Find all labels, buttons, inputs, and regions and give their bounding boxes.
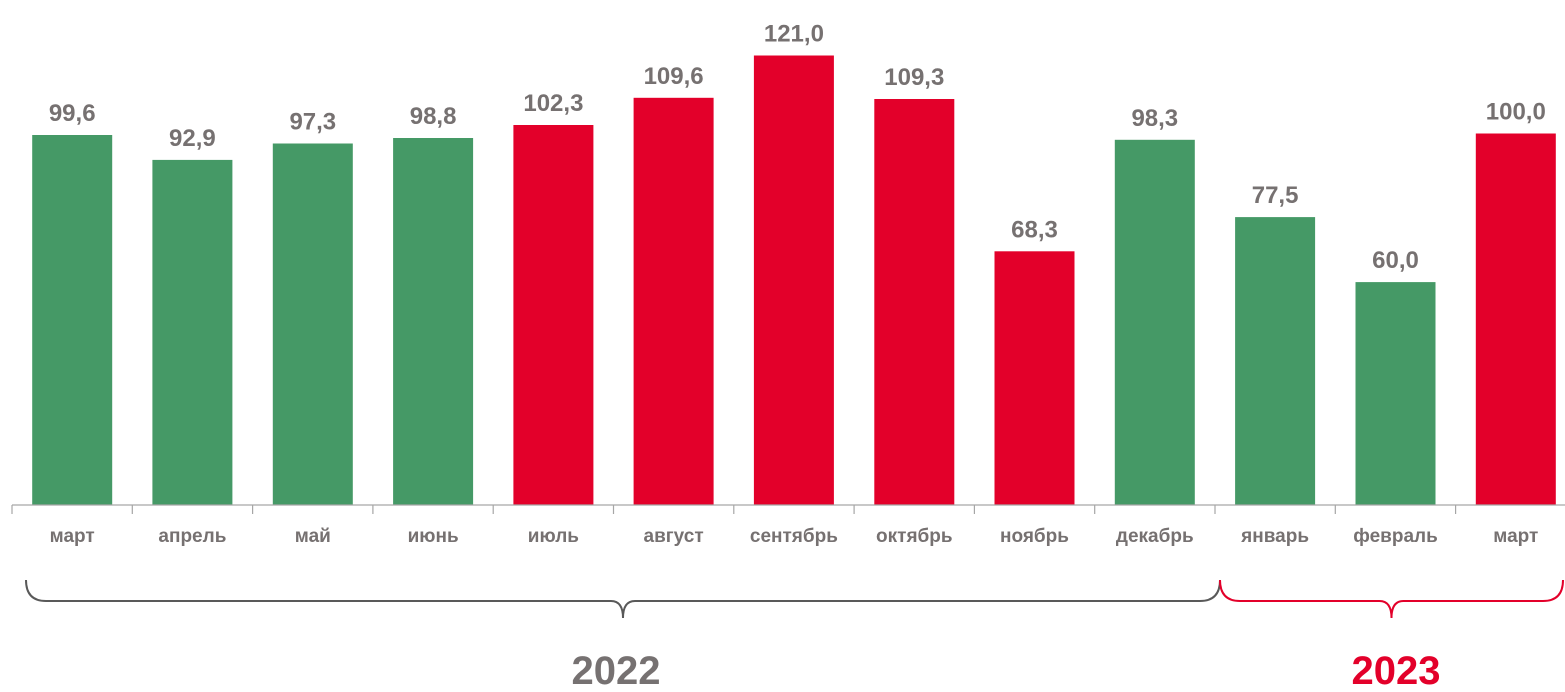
category-label-2: апрель <box>158 526 226 547</box>
value-label-1: 99,6 <box>49 100 96 127</box>
bar-11 <box>1235 217 1316 505</box>
year-label-2022: 2022 <box>572 649 661 692</box>
bar-8 <box>874 99 955 505</box>
value-label-5: 102,3 <box>523 90 583 117</box>
value-label-10: 98,3 <box>1131 105 1178 132</box>
value-label-2: 92,9 <box>169 125 216 152</box>
bars-group <box>32 55 1556 506</box>
value-label-7: 121,0 <box>764 21 824 48</box>
value-label-4: 98,8 <box>410 103 457 130</box>
brace-2023 <box>1219 579 1564 619</box>
value-label-12: 60,0 <box>1372 247 1419 274</box>
value-label-8: 109,3 <box>884 64 944 91</box>
category-label-4: июнь <box>408 526 459 547</box>
year-groups: 2022 2023 <box>25 579 1564 692</box>
category-label-9: ноябрь <box>1000 526 1069 547</box>
bar-12 <box>1355 282 1436 505</box>
bar-7 <box>753 55 834 505</box>
category-label-13: март <box>1493 526 1538 547</box>
year-label-2023: 2023 <box>1352 649 1441 692</box>
bar-13 <box>1475 133 1556 505</box>
bar-9 <box>994 251 1075 505</box>
bar-2 <box>152 159 233 505</box>
value-label-3: 97,3 <box>289 109 336 136</box>
x-axis <box>11 504 1565 514</box>
category-label-1: март <box>50 526 95 547</box>
category-label-10: декабрь <box>1116 526 1194 547</box>
category-label-11: январь <box>1240 526 1309 547</box>
category-label-6: август <box>644 526 704 547</box>
category-label-5: июль <box>528 526 579 547</box>
value-label-6: 109,6 <box>644 63 704 90</box>
category-label-12: февраль <box>1353 526 1438 547</box>
bar-5 <box>513 125 594 505</box>
category-label-7: сентябрь <box>750 526 838 547</box>
bar-6 <box>633 97 714 506</box>
bar-10 <box>1114 139 1195 506</box>
value-label-9: 68,3 <box>1011 216 1058 243</box>
value-labels-group: 99,6 92,9 97,3 98,8 102,3 109,6 121,0 109,3 68,3… <box>49 21 1546 275</box>
value-label-11: 77,5 <box>1252 182 1299 209</box>
bar-3 <box>272 143 353 505</box>
category-label-8: октябрь <box>876 526 953 547</box>
category-labels-group: март апрель май июнь июль август сентябрь октяб… <box>50 526 1539 547</box>
brace-2022 <box>25 579 1221 619</box>
bar-1 <box>32 135 113 505</box>
value-label-13: 100,0 <box>1486 99 1546 126</box>
category-label-3: май <box>295 526 331 547</box>
bar-4 <box>393 138 474 505</box>
